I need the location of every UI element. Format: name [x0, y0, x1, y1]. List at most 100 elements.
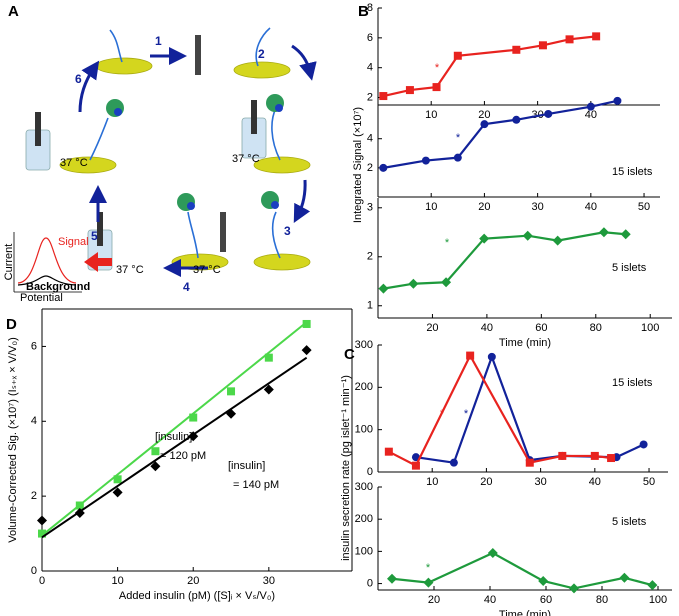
data-point	[479, 233, 490, 244]
step-number: 4	[183, 280, 190, 294]
data-point	[453, 153, 462, 162]
step-number: 6	[75, 72, 82, 86]
x-tick-label: 40	[585, 201, 597, 213]
data-point	[264, 353, 273, 362]
data-point	[525, 458, 534, 467]
step-number: 1	[155, 34, 162, 48]
data-point	[522, 230, 533, 241]
data-point	[226, 408, 237, 419]
annotation: 5 islets	[612, 262, 647, 274]
data-point	[302, 319, 311, 328]
data-point	[301, 345, 312, 356]
data-point	[598, 227, 609, 238]
data-point	[466, 351, 475, 360]
data-point	[590, 451, 599, 460]
x-tick-label: 100	[649, 594, 667, 606]
data-point	[432, 83, 441, 92]
x-tick-label: 10	[111, 575, 123, 587]
data-point	[112, 487, 123, 498]
data-point	[75, 501, 84, 510]
x-tick-label: 50	[643, 476, 655, 488]
x-tick-label: 30	[531, 201, 543, 213]
data-point	[384, 447, 393, 456]
data-point	[586, 102, 595, 111]
data-point	[512, 45, 521, 54]
panel-label: C	[344, 346, 355, 363]
fit-line	[41, 356, 308, 539]
data-point	[188, 431, 199, 442]
data-point	[647, 580, 658, 591]
x-tick-label: 100	[641, 322, 659, 334]
data-point	[113, 475, 122, 484]
x-tick-label: 50	[638, 201, 650, 213]
data-point	[263, 384, 274, 395]
data-point	[405, 86, 414, 95]
data-point	[74, 507, 85, 518]
data-point	[552, 235, 563, 246]
data-point	[379, 92, 388, 101]
x-axis-label: Added insulin (pM) ([S]ᵢ × Vₛ/V₀)	[119, 590, 275, 602]
temperature: 37 °C	[193, 264, 221, 276]
data-point	[449, 458, 458, 467]
y-axis-label: insulin secretion rate (pg islet⁻¹ min⁻¹…	[340, 375, 352, 561]
x-tick-label: 40	[585, 109, 597, 121]
data-point	[569, 583, 579, 594]
x-tick-label: 20	[187, 575, 199, 587]
annotation: *	[426, 562, 431, 574]
annotation: *	[445, 237, 450, 249]
annotation: 15 islets	[612, 166, 653, 178]
data-point	[150, 461, 161, 472]
inset-x-label: Potential	[20, 292, 63, 304]
y-tick-label: 4	[367, 133, 373, 145]
step-number: 5	[91, 229, 98, 243]
data-point	[411, 461, 420, 470]
data-point	[619, 572, 630, 583]
data-point	[538, 575, 549, 586]
annotation: 15 islets	[612, 377, 653, 389]
y-tick-label: 0	[367, 577, 373, 589]
data-point	[639, 440, 648, 449]
annotation: [insulin]	[228, 460, 265, 472]
data-point	[487, 547, 498, 558]
data-point	[38, 529, 46, 538]
annotation: 5 islets	[612, 516, 647, 528]
data-point	[592, 32, 601, 41]
x-tick-label: 10	[426, 476, 438, 488]
annotation: *	[440, 408, 445, 420]
x-tick-label: 20	[426, 322, 438, 334]
data-line	[383, 35, 597, 98]
y-tick-label: 300	[355, 481, 373, 493]
annotation: *	[456, 132, 461, 144]
x-tick-label: 30	[263, 575, 275, 587]
data-point	[480, 120, 489, 129]
y-axis-label: Integrated Signal (×10⁷)	[352, 107, 364, 223]
annotation: = 120 pM	[160, 450, 206, 462]
panel-label: D	[6, 316, 17, 333]
fit-line	[41, 321, 308, 537]
x-tick-label: 30	[534, 476, 546, 488]
data-point	[423, 577, 434, 588]
x-tick-label: 0	[39, 575, 45, 587]
data-point	[544, 109, 553, 118]
y-tick-label: 6	[31, 340, 37, 352]
y-tick-label: 300	[355, 339, 373, 351]
data-point	[151, 447, 160, 456]
x-tick-label: 80	[590, 322, 602, 334]
step-number: 2	[258, 47, 265, 61]
data-point	[607, 454, 616, 463]
inset: Signal Background Current Potential	[3, 232, 90, 304]
y-tick-label: 6	[367, 32, 373, 44]
data-point	[441, 277, 452, 288]
temperature: 37 °C	[116, 264, 144, 276]
step-number: 3	[284, 224, 291, 238]
y-tick-label: 2	[367, 91, 373, 103]
data-line	[383, 231, 626, 290]
annotation: *	[435, 62, 440, 74]
inset-y-label: Current	[3, 244, 15, 281]
data-point	[189, 413, 198, 422]
x-tick-label: 60	[540, 594, 552, 606]
y-tick-label: 100	[355, 424, 373, 436]
y-axis-label: Volume-Corrected Sig. (×10⁷) (Iₛ₊ₓ × V/V…	[7, 337, 19, 542]
data-point	[453, 51, 462, 60]
